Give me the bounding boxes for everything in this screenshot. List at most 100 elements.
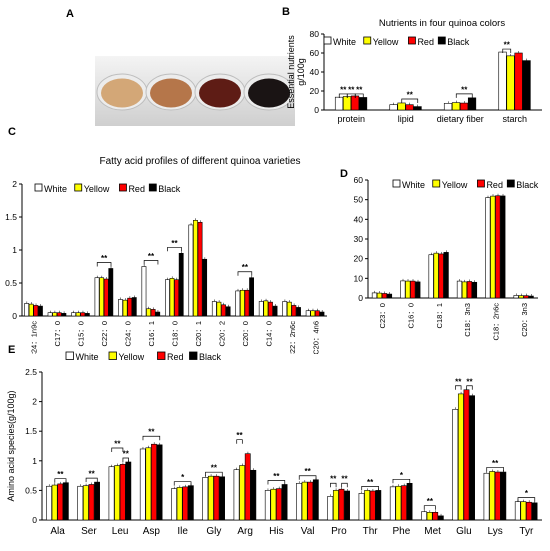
y-tick-label: 50 xyxy=(354,195,364,205)
bar-black xyxy=(344,490,350,521)
bar-yellow xyxy=(489,471,496,521)
bar-red xyxy=(350,95,360,111)
dish-grain xyxy=(101,78,143,108)
significance-marker: ** xyxy=(114,439,121,448)
significance-marker: ** xyxy=(427,497,434,506)
significance-bracket xyxy=(354,93,364,98)
y-tick-label: 1 xyxy=(32,456,37,466)
y-axis-label: Essential nutrients xyxy=(286,35,296,109)
significance-bracket xyxy=(236,439,243,444)
x-tick-label: Arg xyxy=(237,526,253,537)
bar-white xyxy=(421,511,427,521)
bar-red xyxy=(314,310,320,317)
x-tick-label: His xyxy=(269,526,283,537)
bar-black xyxy=(312,479,319,521)
legend-swatch-black xyxy=(189,351,198,360)
significance-marker: ** xyxy=(341,475,348,484)
y-tick-label: 1.5 xyxy=(25,426,37,436)
bar-black xyxy=(358,97,368,111)
bar-yellow xyxy=(506,55,515,111)
legend-label-red: Red xyxy=(417,37,434,47)
bar-red xyxy=(103,278,109,317)
bar-white xyxy=(141,266,147,317)
bar-red xyxy=(151,443,157,521)
significance-marker: ** xyxy=(348,85,355,94)
legend-label-white: White xyxy=(44,184,67,194)
bar-yellow xyxy=(146,308,151,317)
significance-marker: ** xyxy=(367,478,374,487)
bar-black xyxy=(62,482,69,521)
significance-marker: ** xyxy=(492,459,499,468)
significance-bracket xyxy=(455,93,473,98)
significance-bracket xyxy=(298,475,317,480)
significance-bracket xyxy=(502,48,512,54)
bar-yellow xyxy=(342,96,352,111)
significance-marker: ** xyxy=(211,464,218,473)
bar-red xyxy=(523,295,529,299)
significance-marker: * xyxy=(181,473,185,482)
bar-white xyxy=(188,224,194,317)
legend-label-red: Red xyxy=(486,180,503,190)
y-tick-label: 40 xyxy=(310,67,320,77)
bar-white xyxy=(514,501,521,521)
panel-label-c: C xyxy=(8,126,16,138)
bar-white xyxy=(389,104,398,111)
y-tick-label: 20 xyxy=(354,254,364,264)
bar-white xyxy=(118,299,123,317)
legend-swatch-black xyxy=(437,36,446,45)
significance-bracket xyxy=(486,467,504,472)
bar-yellow xyxy=(263,300,269,317)
panel-label-b: B xyxy=(282,6,290,18)
bar-yellow xyxy=(114,465,121,521)
bar-yellow xyxy=(286,301,292,317)
legend-label-yellow: Yellow xyxy=(84,184,110,194)
x-tick-label: C18：1 xyxy=(435,303,444,328)
bar-yellow xyxy=(239,465,246,521)
legend-swatch-white xyxy=(65,351,74,360)
chart-fatty-acids-major: 0 10 20 30 40 50 60 C23：0 C16：0 C18：1 C18：3n3 C18：2… xyxy=(354,175,539,341)
bar-red xyxy=(56,312,62,317)
bar-white xyxy=(46,485,52,521)
bar-yellow xyxy=(395,485,402,521)
bar-white xyxy=(513,295,519,299)
bar-yellow xyxy=(301,481,308,521)
bar-red xyxy=(221,304,226,317)
bar-red xyxy=(291,305,297,317)
bar-white xyxy=(211,301,217,317)
chart-nutrients: Nutrients in four quinoa colors 0 20 40 60 80… xyxy=(286,18,542,124)
bar-black xyxy=(155,311,161,317)
x-tick-label: Gly xyxy=(206,526,221,537)
bar-black xyxy=(443,252,449,299)
legend-swatch-white xyxy=(323,36,332,45)
significance-bracket xyxy=(392,478,411,484)
bar-black xyxy=(469,395,475,521)
y-axis-label: Amino acid species(g/100g) xyxy=(6,390,16,501)
bar-red xyxy=(307,481,314,521)
bar-red xyxy=(276,488,282,521)
bar-black xyxy=(500,195,506,299)
legend-swatch-red xyxy=(119,183,127,192)
x-tick-label: dietary fiber xyxy=(437,114,484,124)
bar-black xyxy=(131,297,137,317)
bar-yellow xyxy=(490,195,496,299)
significance-bracket xyxy=(143,260,159,265)
bar-red xyxy=(401,485,407,521)
significance-marker: ** xyxy=(123,449,130,458)
x-tick-label: Pro xyxy=(331,526,347,537)
y-tick-label: 60 xyxy=(354,175,364,185)
y-tick-label: 80 xyxy=(310,29,320,39)
legend-swatch-red xyxy=(157,351,166,360)
y-tick-label: 60 xyxy=(310,48,320,58)
bar-white xyxy=(108,466,115,521)
bar-black xyxy=(528,295,534,299)
x-tick-label: C17：0 xyxy=(53,321,62,346)
bar-black xyxy=(84,313,90,317)
x-tick-label: C20：4n6 xyxy=(311,321,320,354)
legend-label-yellow: Yellow xyxy=(442,180,468,190)
x-tick-label: C18：3n3 xyxy=(463,303,472,337)
bar-yellow xyxy=(332,490,339,521)
y-tick-label: 0 xyxy=(12,311,17,321)
x-tick-label: lipid xyxy=(398,114,414,124)
significance-marker: ** xyxy=(236,431,243,440)
bar-black xyxy=(61,313,67,317)
